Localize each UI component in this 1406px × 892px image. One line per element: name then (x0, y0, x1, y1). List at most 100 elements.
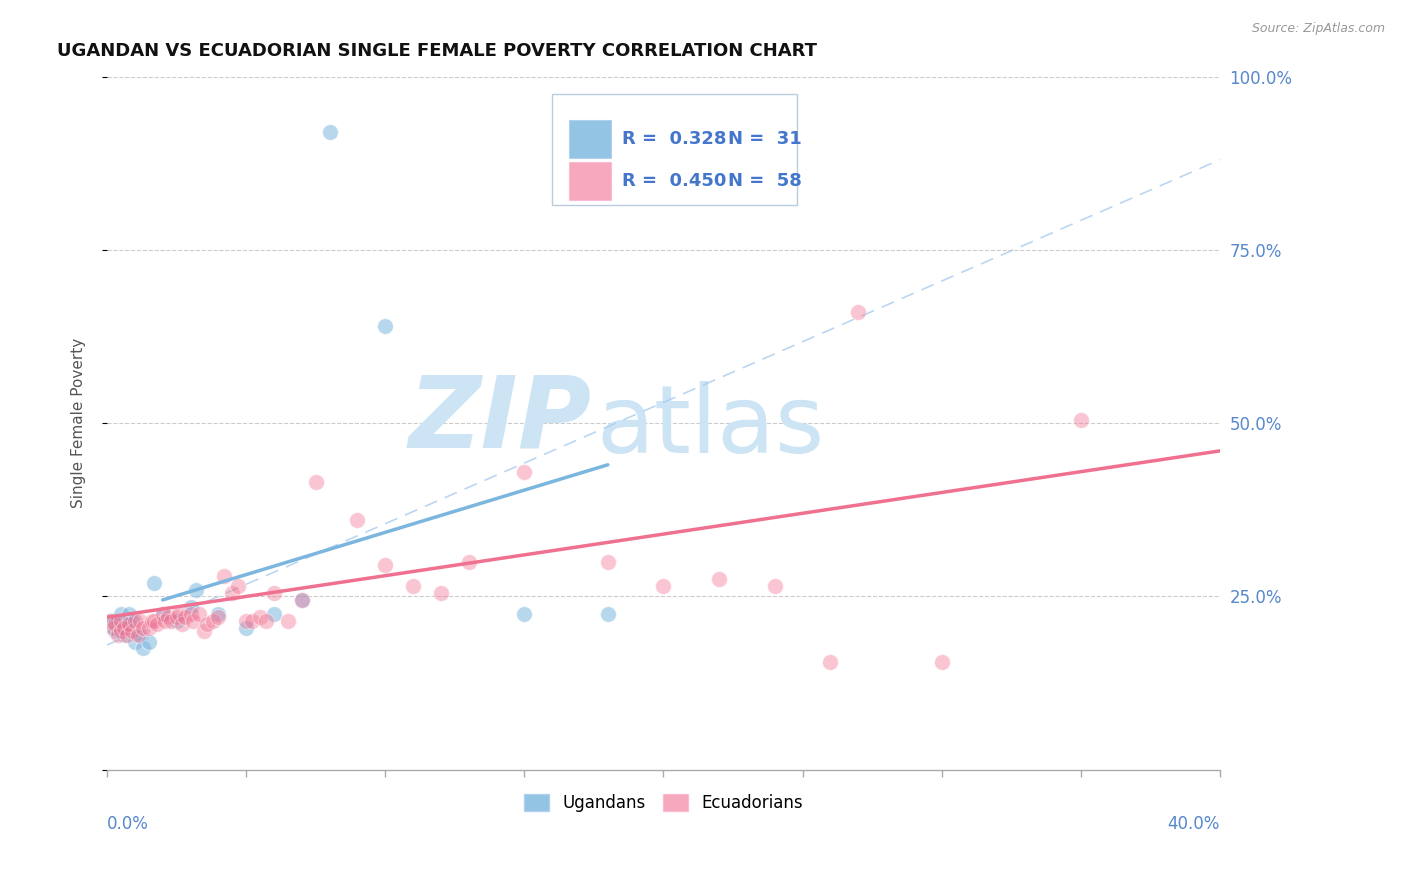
Point (374, 558, 396, 573)
Point (172, 617, 194, 632)
Point (240, 614, 263, 628)
Point (146, 617, 169, 632)
Legend: Ugandans, Ecuadorians: Ugandans, Ecuadorians (516, 786, 811, 821)
Point (104, 624, 127, 639)
Point (291, 593, 314, 607)
Point (374, 319, 396, 334)
Point (160, 614, 183, 628)
Point (129, 627, 152, 641)
Point (98, 614, 121, 628)
Text: R =  0.328: R = 0.328 (623, 130, 727, 148)
Point (107, 614, 129, 628)
Point (118, 607, 141, 621)
Point (107, 624, 129, 639)
Point (707, 572, 730, 586)
Text: 0.0%: 0.0% (107, 814, 149, 833)
Point (212, 568, 235, 582)
Point (263, 607, 285, 621)
Point (101, 621, 124, 635)
Point (104, 621, 127, 635)
Point (141, 614, 163, 628)
Point (235, 621, 257, 635)
Point (291, 593, 314, 607)
Point (115, 617, 138, 632)
Text: N =  31: N = 31 (728, 130, 801, 148)
Point (201, 614, 224, 628)
Point (118, 617, 141, 632)
Point (107, 627, 129, 641)
Y-axis label: Single Female Poverty: Single Female Poverty (72, 338, 86, 508)
Point (346, 513, 368, 527)
Point (152, 607, 174, 621)
Point (207, 610, 229, 624)
Point (127, 627, 149, 641)
Point (110, 621, 132, 635)
Point (254, 614, 277, 628)
Point (195, 617, 218, 632)
Point (174, 610, 197, 624)
Point (110, 614, 132, 628)
Point (124, 614, 146, 628)
Point (187, 607, 209, 621)
Point (277, 614, 299, 628)
Point (226, 579, 249, 593)
Point (138, 621, 160, 635)
Point (124, 634, 146, 648)
Point (513, 607, 536, 621)
Point (652, 579, 675, 593)
Point (166, 610, 188, 624)
Text: ZIP: ZIP (408, 371, 591, 468)
Point (235, 614, 257, 628)
Point (318, 125, 340, 139)
Point (112, 614, 135, 628)
Point (166, 614, 188, 628)
Point (155, 614, 177, 628)
Point (132, 641, 155, 656)
Point (305, 475, 328, 489)
Point (181, 614, 204, 628)
Point (430, 586, 453, 600)
Point (457, 555, 479, 569)
Point (513, 465, 536, 479)
Point (115, 627, 138, 641)
Point (110, 607, 132, 621)
Point (129, 614, 152, 628)
Point (98, 614, 121, 628)
Point (180, 607, 202, 621)
Point (132, 621, 155, 635)
Point (157, 610, 180, 624)
Point (101, 617, 124, 632)
Point (596, 555, 619, 569)
Point (263, 586, 285, 600)
Point (104, 617, 127, 632)
Point (121, 614, 143, 628)
Text: N =  58: N = 58 (728, 171, 801, 190)
Point (1070, 413, 1092, 427)
Point (846, 305, 869, 319)
Text: UGANDAN VS ECUADORIAN SINGLE FEMALE POVERTY CORRELATION CHART: UGANDAN VS ECUADORIAN SINGLE FEMALE POVE… (58, 42, 817, 60)
Point (169, 607, 191, 621)
Point (112, 627, 135, 641)
Point (207, 607, 229, 621)
Point (143, 575, 166, 590)
Point (596, 607, 619, 621)
Point (221, 586, 243, 600)
Point (249, 610, 271, 624)
Point (152, 607, 174, 621)
Bar (569, 120, 612, 158)
Point (820, 656, 842, 670)
Point (143, 614, 166, 628)
Point (110, 624, 132, 639)
Point (763, 579, 786, 593)
Bar (553, 94, 797, 205)
Point (121, 624, 143, 639)
Point (931, 656, 953, 670)
Point (138, 634, 160, 648)
Point (193, 624, 215, 639)
Point (402, 579, 425, 593)
Bar (569, 161, 612, 200)
Text: Source: ZipAtlas.com: Source: ZipAtlas.com (1251, 22, 1385, 36)
Point (184, 582, 207, 597)
Text: R =  0.450: R = 0.450 (623, 171, 727, 190)
Point (101, 614, 124, 628)
